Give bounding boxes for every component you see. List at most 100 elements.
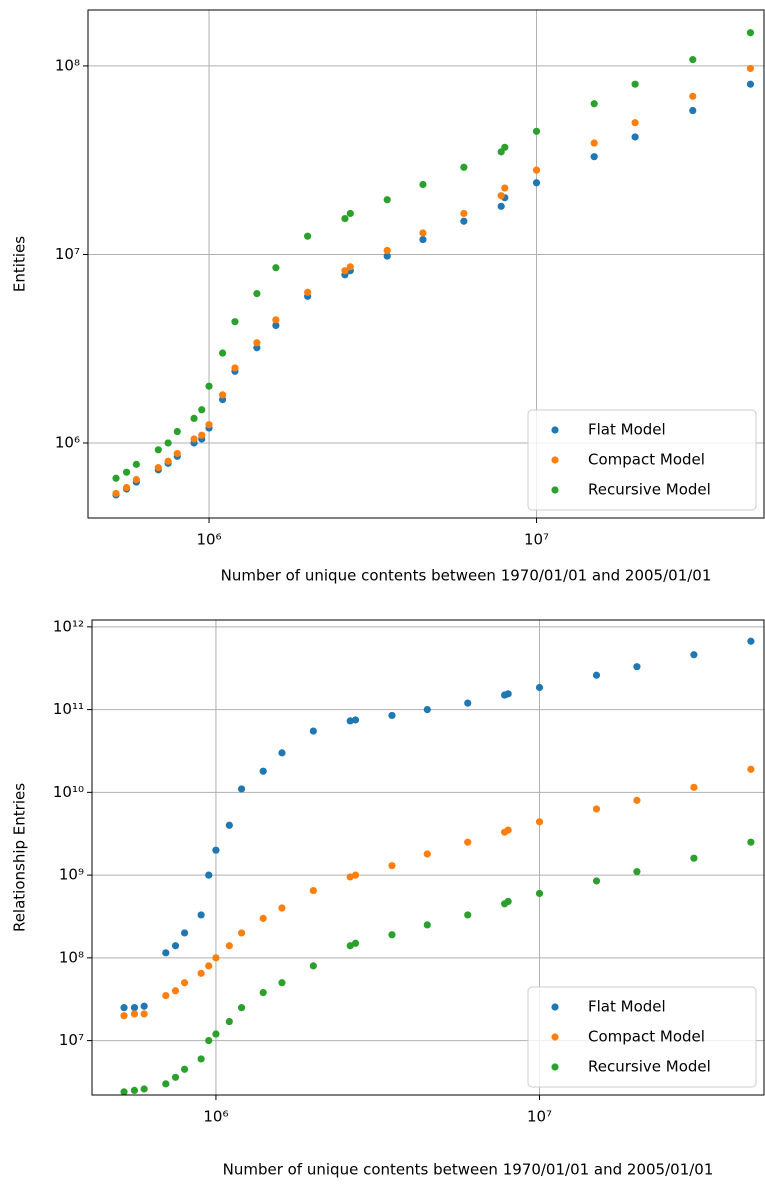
data-point — [346, 263, 354, 271]
y-tick-label: 10⁶ — [55, 433, 80, 451]
data-point — [162, 949, 170, 957]
legend-marker — [551, 1003, 559, 1011]
data-point — [212, 846, 220, 854]
data-point — [592, 671, 601, 679]
data-point — [112, 474, 120, 482]
x-tick-label: 10⁶ — [196, 531, 221, 549]
legend-box — [527, 409, 757, 511]
data-point — [259, 767, 267, 775]
data-point — [501, 143, 509, 151]
data-point — [205, 871, 213, 879]
data-point — [154, 464, 162, 472]
data-point — [253, 289, 261, 298]
data-point — [180, 979, 189, 987]
data-point — [464, 838, 472, 846]
data-point — [162, 1080, 170, 1088]
data-point — [154, 446, 162, 454]
data-point — [164, 439, 172, 447]
data-point — [205, 962, 213, 970]
data-point — [130, 1004, 139, 1012]
data-point — [592, 805, 601, 813]
x-tick-label: 10⁷ — [524, 531, 549, 549]
data-point — [341, 214, 349, 223]
data-point — [309, 886, 317, 895]
data-point — [112, 489, 120, 498]
data-point — [747, 765, 755, 773]
data-point — [197, 911, 205, 919]
legend-label: Compact Model — [588, 451, 705, 469]
data-point — [460, 163, 468, 171]
data-point — [231, 318, 239, 326]
data-point — [212, 954, 220, 962]
data-point — [309, 962, 317, 970]
data-point — [225, 942, 233, 950]
plot-frame — [91, 619, 765, 1096]
data-point — [197, 1055, 205, 1063]
data-point — [259, 989, 267, 997]
legend-marker — [551, 486, 559, 494]
data-point — [747, 637, 755, 645]
legend-marker — [551, 1033, 559, 1041]
data-point — [504, 690, 512, 698]
data-point — [504, 826, 512, 834]
y-tick-label: 10¹¹ — [53, 700, 84, 718]
data-point — [535, 683, 544, 692]
y-axis-label: Entities — [11, 236, 29, 292]
data-point — [504, 897, 512, 906]
data-point — [278, 904, 286, 912]
data-point — [341, 267, 349, 275]
y-tick-label: 10⁷ — [59, 1031, 84, 1049]
legend: Flat Model Compact Model Recursive Model — [527, 409, 757, 511]
data-point — [460, 209, 468, 218]
data-point — [190, 414, 198, 423]
y-tick-label: 10⁸ — [59, 948, 84, 966]
data-point — [278, 979, 286, 987]
data-point — [180, 1065, 189, 1073]
data-point — [690, 651, 698, 659]
data-point — [237, 929, 246, 937]
y-tick-label: 10⁹ — [59, 866, 84, 884]
data-point — [190, 435, 198, 443]
data-point — [351, 939, 360, 947]
data-point — [130, 1010, 139, 1018]
data-point — [171, 1073, 180, 1081]
data-point — [253, 344, 261, 352]
data-point — [304, 288, 312, 296]
data-point — [120, 1088, 128, 1096]
data-point — [747, 838, 755, 846]
data-point — [272, 264, 280, 272]
data-point — [272, 316, 280, 324]
data-point — [690, 854, 698, 862]
data-point — [689, 106, 697, 115]
data-point — [423, 921, 431, 929]
data-point — [205, 1036, 213, 1045]
data-point — [497, 202, 505, 210]
data-point — [231, 364, 239, 372]
data-point — [171, 987, 180, 995]
data-point — [383, 196, 391, 204]
data-point — [501, 184, 509, 192]
data-point — [419, 229, 427, 237]
data-point — [464, 911, 472, 919]
data-point — [532, 127, 541, 135]
data-point — [460, 217, 468, 225]
y-tick-label: 10⁸ — [55, 56, 80, 74]
legend-marker — [551, 456, 559, 464]
data-point — [278, 749, 286, 757]
data-point — [532, 179, 541, 187]
legend-label: Flat Model — [588, 998, 666, 1016]
data-point — [351, 716, 360, 724]
data-point — [590, 153, 598, 161]
data-point — [633, 663, 641, 671]
data-point — [198, 431, 206, 439]
data-point — [690, 783, 698, 791]
x-axis-label: Number of unique contents between 1970/0… — [223, 1161, 714, 1179]
data-point — [689, 92, 697, 100]
data-point — [122, 483, 131, 492]
legend-box — [527, 986, 757, 1088]
legend-marker — [551, 1063, 559, 1071]
data-point — [272, 321, 280, 330]
data-point — [423, 850, 431, 858]
data-point — [535, 889, 544, 898]
